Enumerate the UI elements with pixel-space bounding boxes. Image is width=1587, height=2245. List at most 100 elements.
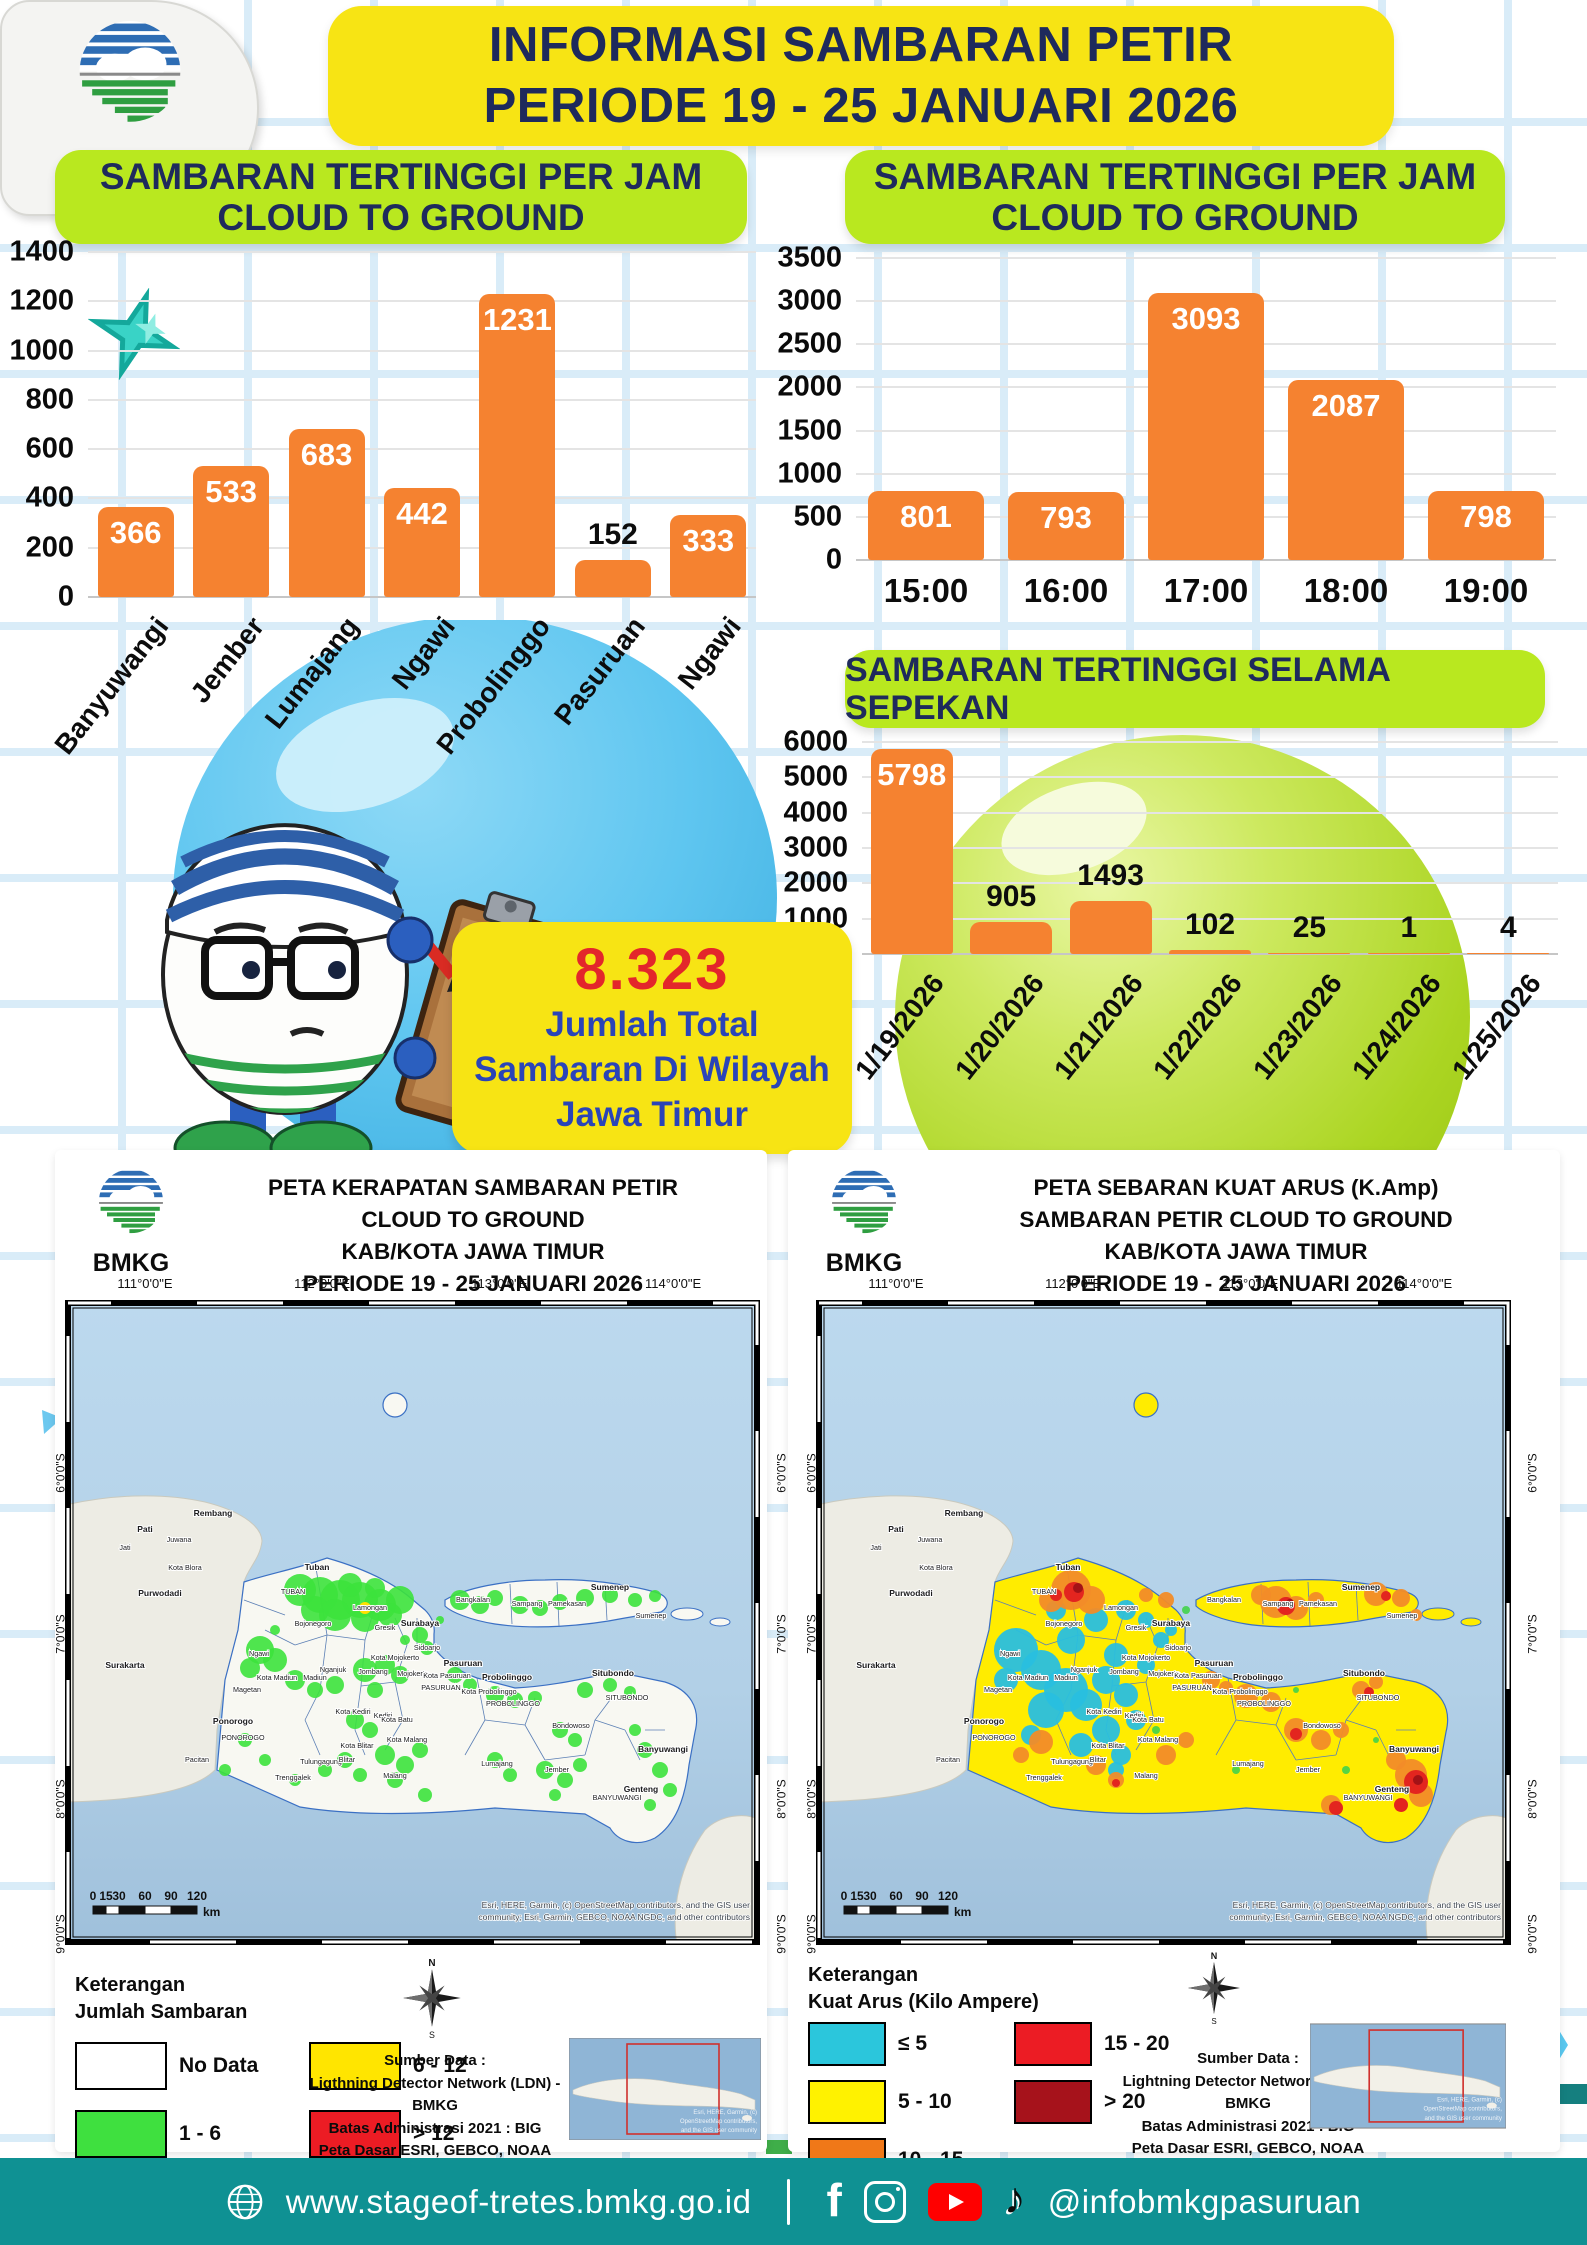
legend-item-1-6: 1 - 6 <box>75 2110 221 2158</box>
data-spot <box>1232 1766 1240 1774</box>
map-place-label: Pamekasan <box>548 1599 586 1608</box>
bar-value-label: 5798 <box>877 757 947 793</box>
data-spot <box>412 1627 428 1643</box>
data-spot <box>337 1752 353 1768</box>
bar: 102 <box>1169 908 1251 954</box>
data-spot <box>1137 1656 1155 1674</box>
bmkg-logo-icon <box>91 1166 171 1246</box>
map-place-label: Blitar <box>339 1755 356 1764</box>
bar-value-label: 1493 <box>1077 859 1144 893</box>
latitude-label: 7°0'0"S <box>53 1614 68 1655</box>
map-place-label: Kota Probolinggo <box>461 1687 516 1696</box>
chart-gridline <box>856 559 1556 561</box>
website-link[interactable]: www.stageof-tretes.bmkg.go.id <box>285 2182 752 2220</box>
youtube-icon[interactable] <box>927 2182 982 2221</box>
instagram-icon[interactable] <box>863 2180 906 2223</box>
map-place-label: Probolinggo <box>1233 1672 1283 1682</box>
map-place-label: Tuban <box>1056 1562 1081 1572</box>
land-madura <box>1195 1579 1419 1628</box>
map-place-label: Surabaya <box>401 1618 440 1628</box>
chart-gridline <box>862 811 1558 814</box>
latitude-label: 9°0'0"S <box>53 1914 68 1954</box>
legend-swatch <box>75 2110 167 2158</box>
latitude-label: 9°0'0"S <box>804 1914 819 1954</box>
map-place-label: Ponorogo <box>213 1716 253 1726</box>
map-place-label: Kota Mojokerto <box>1122 1653 1170 1662</box>
data-spot <box>400 1635 410 1645</box>
bar: 1 <box>1367 911 1450 954</box>
latitude-label: 8°0'0"S <box>1525 1779 1540 1819</box>
map-place-label: Lumajang <box>481 1759 513 1768</box>
source-data-text: Sumber Data : Ligthning Detector Network … <box>305 2050 565 2163</box>
svg-text:30: 30 <box>863 1889 877 1903</box>
source-line: Sumber Data : <box>1197 2050 1299 2067</box>
map-place-label: Ngawi <box>249 1649 269 1658</box>
facebook-icon[interactable]: f <box>826 2173 842 2226</box>
data-spot <box>471 1596 489 1614</box>
data-spot <box>238 1733 252 1747</box>
x-axis-labels: 1/19/2026 1/20/2026 1/21/2026 1/22/2026 1/23… <box>849 954 1558 1154</box>
map-place-label: Jati <box>870 1543 882 1552</box>
legend-label: ≤ 5 <box>898 2032 928 2055</box>
data-spot <box>1069 1733 1093 1757</box>
map-place-label: Tuban <box>305 1562 330 1572</box>
map-place-label: Jember <box>1296 1765 1321 1774</box>
inset-attribution: Esri, HERE, Garmin, (c) <box>693 2110 757 2116</box>
data-spot <box>1410 1609 1422 1621</box>
bar: 683 <box>288 428 365 597</box>
bmkg-brand-text: BMKG <box>825 1249 903 1277</box>
source-line: Peta Dasar ESRI, GEBCO, NOAA <box>1131 2140 1365 2157</box>
map-place-label: Nganjuk <box>320 1665 347 1674</box>
x-axis-tick-label: 1/19/2026 <box>849 968 951 1086</box>
map-place-label: Bojonegoro <box>1046 1619 1083 1628</box>
data-spot <box>486 1686 504 1704</box>
land-central-java <box>65 1495 263 1803</box>
map-place-label: Kota Blitar <box>340 1741 374 1750</box>
x-axis-tick-label: 1/25/2026 <box>1445 968 1547 1086</box>
map-place-label: Sidoarjo <box>1165 1643 1191 1652</box>
social-handle[interactable]: @infobmkgpasuruan <box>1047 2182 1362 2220</box>
map-place-label: Probolinggo <box>482 1672 532 1682</box>
data-spot <box>307 1682 323 1698</box>
sparkle-star-icon <box>88 288 180 380</box>
data-spot <box>1156 1745 1176 1765</box>
data-spot <box>353 1768 367 1782</box>
map-place-label: Sidoarjo <box>414 1643 440 1652</box>
bar: 1493 <box>1069 859 1152 954</box>
x-axis-tick-label: 18:00 <box>1303 572 1389 609</box>
map-place-label: Malang <box>383 1771 407 1780</box>
compass-rose-icon <box>1188 1950 1240 2026</box>
chart-gridline <box>862 847 1558 849</box>
inset-attribution: Esri, HERE, Garmin, (c) <box>1437 2097 1502 2104</box>
data-spot <box>1219 1681 1233 1695</box>
chart-gridline <box>862 917 1558 920</box>
map-place-label: Bojonegoro <box>295 1619 332 1628</box>
map-place-label: Nganjuk <box>1071 1665 1098 1674</box>
map-title-line: PERIODE 19 - 25 JANUARI 2026 <box>1065 1270 1407 1296</box>
data-spot <box>532 1600 548 1616</box>
data-spot <box>436 1616 444 1624</box>
legend-swatch <box>309 2110 401 2158</box>
map-place-label: PASURUAN <box>421 1683 460 1692</box>
legend-label: No Data <box>179 2054 259 2077</box>
map-place-label: TUBAN <box>1032 1587 1056 1596</box>
data-spot <box>1373 1737 1379 1743</box>
inset-attribution: and the GIS user community <box>681 2128 757 2134</box>
legend-label: > 20 <box>1104 2090 1146 2113</box>
longitude-label: 114°0'0"E <box>1396 1276 1453 1291</box>
x-axis-tick-label: 1/20/2026 <box>948 968 1050 1086</box>
bar-value-label: 533 <box>205 473 257 509</box>
inset-attribution: OpenStreetMap contributors, <box>680 2119 757 2125</box>
map-density-svg: Rembang Pati Juwana Jati Kota Blora Purwodadi… <box>65 1300 760 1945</box>
latitude-label: 6°0'0"S <box>1525 1453 1540 1493</box>
y-axis-tick-label: 3000 <box>783 831 848 864</box>
data-spot <box>1234 1684 1258 1708</box>
map-place-label: Banyuwangi <box>638 1744 688 1754</box>
data-spot <box>577 1682 593 1698</box>
tiktok-icon[interactable]: ♪ <box>1003 2173 1026 2223</box>
data-spot <box>1070 1689 1102 1721</box>
x-axis-tick-label: 19:00 <box>1443 572 1529 609</box>
map-place-label: Tulungagung <box>1051 1757 1093 1766</box>
latitude-label: 6°0'0"S <box>774 1453 789 1493</box>
chart-gridline <box>88 448 756 451</box>
